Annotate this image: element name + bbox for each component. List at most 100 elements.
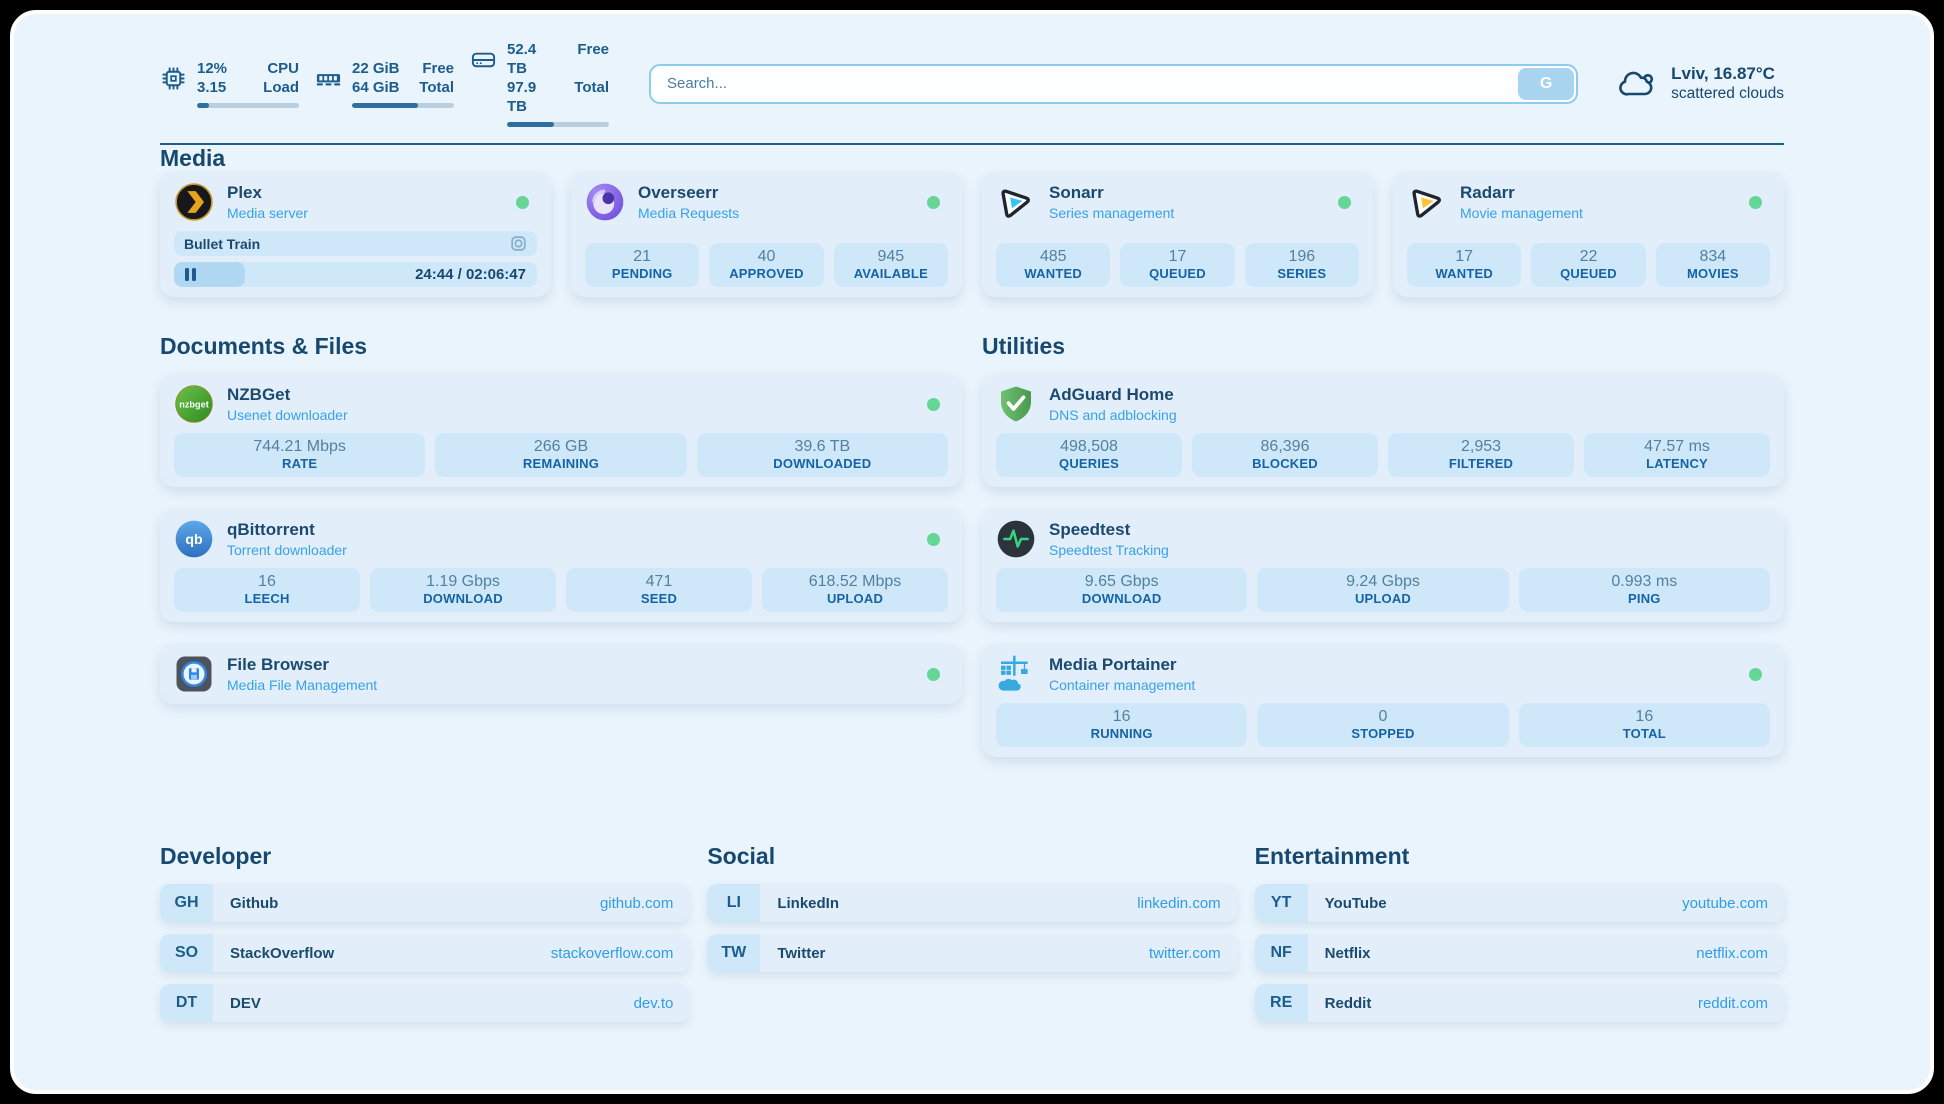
service-description: Movie management (1460, 205, 1583, 221)
service-card-qbittorrent[interactable]: qb qBittorrent Torrent downloader 16 LEE… (160, 509, 962, 622)
playback-time: 24:44 / 02:06:47 (415, 266, 526, 283)
stat-queued: 17 QUEUED (1120, 243, 1235, 287)
resource-memory: 22 GiB Free 64 GiB Total (315, 59, 454, 108)
service-card-portainer[interactable]: Media Portainer Container management 16 … (982, 644, 1784, 757)
stat-remaining: 266 GB REMAINING (435, 433, 687, 477)
now-playing-row: Bullet Train (174, 231, 537, 256)
bookmark-url: twitter.com (1148, 944, 1221, 962)
bookmark-name: Netflix (1324, 944, 1371, 962)
weather-location-temp: Lviv, 16.87°C (1671, 64, 1775, 83)
stat-movies: 834 MOVIES (1655, 243, 1770, 287)
stat-download: 9.65 Gbps DOWNLOAD (996, 568, 1248, 612)
search-provider-button[interactable]: G (1518, 67, 1575, 100)
bookmark-abbr: NF (1254, 934, 1308, 972)
stat-approved: 40 APPROVED (709, 243, 824, 287)
cpu-icon (162, 67, 185, 90)
bookmark-abbr: RE (1254, 984, 1308, 1022)
resource-disk: 52.4 TB Free 97.9 TB Total (470, 40, 609, 127)
bookmark-reddit[interactable]: RE Reddit reddit.com (1254, 984, 1784, 1022)
stat-available: 945 AVAILABLE (833, 243, 948, 287)
sonarr-icon (1001, 189, 1030, 218)
service-name: Overseerr (638, 183, 719, 202)
section-title-documents: Documents & Files (160, 333, 368, 359)
bookmark-url: youtube.com (1682, 894, 1768, 912)
search-input[interactable] (649, 63, 1579, 104)
cpu-usage-label: CPU (267, 60, 299, 77)
service-name: Radarr (1460, 183, 1515, 202)
bookmark-stackoverflow[interactable]: SO StackOverflow stackoverflow.com (160, 934, 690, 972)
service-name: File Browser (227, 655, 330, 674)
service-description: Speedtest Tracking (1049, 542, 1169, 558)
playback-progress-fill (174, 262, 245, 287)
service-description: DNS and adblocking (1049, 407, 1177, 423)
bookmark-youtube[interactable]: YT YouTube youtube.com (1254, 884, 1784, 922)
service-card-nzbget[interactable]: nzbget NZBGet Usenet downloader 744.21 M… (160, 374, 962, 487)
bookmark-twitter[interactable]: TW Twitter twitter.com (707, 934, 1237, 972)
service-description: Media server (227, 205, 308, 221)
weather-condition: scattered clouds (1671, 85, 1784, 102)
stat-queued: 22 QUEUED (1531, 243, 1646, 287)
bookmark-name: Twitter (777, 944, 826, 962)
service-name: NZBGet (227, 385, 291, 404)
service-description: Media File Management (227, 677, 378, 693)
bookmarks-developer: Developer GH Github github.com SO StackO… (160, 779, 690, 1034)
service-description: Usenet downloader (227, 407, 348, 423)
resource-widgets: 12% CPU 3.15 Load (160, 40, 609, 127)
bookmarks-grid: Developer GH Github github.com SO StackO… (160, 779, 1784, 1034)
disk-icon (471, 52, 496, 68)
portainer-icon (998, 655, 1028, 691)
weather-widget: Lviv, 16.87°C scattered clouds (1618, 63, 1784, 104)
plex-icon (175, 183, 213, 221)
service-card-overseerr[interactable]: Overseerr Media Requests 21 PENDING 40 A… (571, 172, 962, 297)
service-card-speedtest[interactable]: Speedtest Speedtest Tracking 9.65 Gbps D… (982, 509, 1784, 622)
service-card-adguard[interactable]: AdGuard Home DNS and adblocking 498,508 … (982, 374, 1784, 487)
bookmarks-social: Social LI LinkedIn linkedin.com TW Twitt… (707, 779, 1237, 1034)
bookmark-github[interactable]: GH Github github.com (160, 884, 690, 922)
memory-total-value: 64 GiB (352, 79, 400, 96)
bookmark-abbr: YT (1254, 884, 1308, 922)
stream-view-icon[interactable] (510, 235, 527, 252)
media-card-grid: Plex Media server Bullet Train 24:44 / 0… (160, 172, 1784, 297)
bookmark-url: stackoverflow.com (550, 944, 674, 962)
stat-rate: 744.21 Mbps RATE (174, 433, 426, 477)
disk-total-value: 97.9 TB (507, 79, 537, 115)
bookmark-url: reddit.com (1697, 994, 1768, 1012)
bookmark-name: Reddit (1324, 994, 1372, 1012)
memory-total-label: Total (419, 79, 454, 96)
svg-text:qb: qb (185, 532, 203, 548)
now-playing-title: Bullet Train (184, 235, 261, 252)
section-title-media: Media (160, 145, 226, 171)
service-description: Media Requests (638, 205, 740, 221)
section-title-utilities: Utilities (982, 333, 1066, 359)
service-card-radarr[interactable]: Radarr Movie management 17 WANTED 22 QUE… (1393, 172, 1784, 297)
disk-free-label: Free (577, 41, 609, 58)
bookmark-linkedin[interactable]: LI LinkedIn linkedin.com (707, 884, 1237, 922)
service-description: Container management (1049, 677, 1196, 693)
service-card-sonarr[interactable]: Sonarr Series management 485 WANTED 17 Q… (982, 172, 1373, 297)
bookmark-name: YouTube (1324, 894, 1387, 912)
service-card-filebrowser[interactable]: File Browser Media File Management (160, 644, 962, 704)
service-name: Media Portainer (1049, 655, 1177, 674)
cpu-progress-bar (197, 103, 299, 108)
radarr-icon (1412, 189, 1441, 218)
bookmark-netflix[interactable]: NF Netflix netflix.com (1254, 934, 1784, 972)
section-title-social: Social (707, 843, 776, 869)
overseerr-icon (586, 183, 624, 221)
memory-free-label: Free (422, 60, 454, 77)
status-dot-online (1749, 667, 1762, 681)
section-title-developer: Developer (160, 843, 272, 869)
disk-progress-bar (507, 122, 609, 127)
cloud-icon (1619, 71, 1654, 96)
stat-latency: 47.57 ms LATENCY (1584, 433, 1770, 477)
two-column-sections: Documents & Files nzbget NZBGet Usenet d… (160, 297, 1784, 779)
stat-upload: 9.24 Gbps UPLOAD (1257, 568, 1509, 612)
status-dot-online (927, 667, 940, 681)
service-description: Torrent downloader (227, 542, 347, 558)
stat-queries: 498,508 QUERIES (996, 433, 1182, 477)
service-card-plex[interactable]: Plex Media server Bullet Train 24:44 / 0… (160, 172, 551, 297)
service-name: Speedtest (1049, 520, 1131, 539)
stat-total: 16 TOTAL (1518, 703, 1770, 747)
bookmark-abbr: DT (160, 984, 213, 1022)
stat-download: 1.19 Gbps DOWNLOAD (370, 568, 556, 612)
bookmark-dev[interactable]: DT DEV dev.to (160, 984, 690, 1022)
